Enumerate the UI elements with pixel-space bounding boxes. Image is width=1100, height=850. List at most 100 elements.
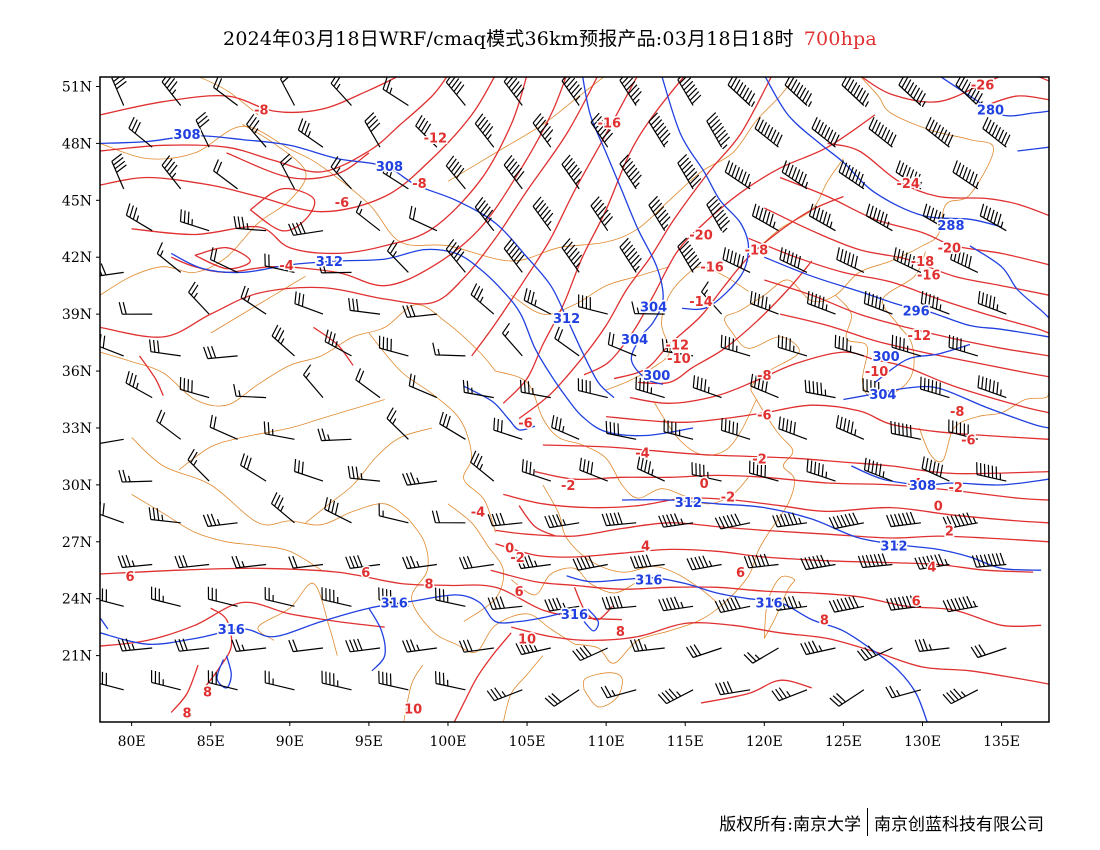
wind-barb: [111, 153, 127, 190]
boundary-line: [131, 437, 409, 526]
wind-barb: [806, 459, 836, 482]
height-contour-label: 312: [316, 255, 343, 270]
wind-barb: [952, 160, 979, 190]
wind-barb: [128, 116, 153, 148]
height-contour-line: [100, 135, 615, 399]
wind-barb: [722, 247, 751, 273]
wind-barb: [202, 513, 238, 527]
wind-barb: [898, 77, 926, 108]
wind-barb: [294, 291, 324, 315]
wind-barb: [213, 77, 238, 106]
height-contour-label: 288: [937, 219, 964, 234]
wind-barb: [378, 503, 409, 524]
wind-barb: [977, 291, 1007, 315]
wind-barb: [487, 512, 523, 527]
wind-barb: [885, 685, 922, 699]
wind-barb: [948, 334, 978, 357]
temperature-contour-line: [985, 95, 1049, 107]
title-main: 2024年03月18日WRF/cmaq模式36km预报产品:03月18日18时: [223, 28, 794, 50]
wind-barb: [578, 294, 608, 315]
axis-tick-labels: 51N 48N 45N 42N 39N 36N 33N 30N 27N 24N 21N 80E 85E 9…: [62, 79, 1020, 750]
lat-tick-label: 24N: [62, 592, 92, 608]
boundary-line: [131, 494, 322, 571]
wind-barb: [772, 512, 808, 528]
wind-barb: [233, 383, 267, 399]
temperature-contour-label: 8: [182, 707, 191, 722]
wind-barb: [264, 670, 295, 691]
lat-tick-label: 30N: [62, 478, 92, 494]
wind-barbs: [100, 77, 1011, 707]
temperature-contour-line: [860, 77, 1049, 103]
wind-barb: [619, 154, 642, 190]
temperature-contour-line: [613, 195, 844, 380]
wind-barb: [402, 639, 437, 653]
wind-barb: [863, 457, 893, 482]
wind-barb: [771, 687, 808, 702]
wind-barb: [125, 370, 153, 399]
lat-tick-label: 51N: [62, 79, 92, 95]
wind-barb: [402, 472, 437, 486]
wind-barb: [701, 281, 723, 315]
wind-barb: [415, 114, 438, 148]
height-contour-line: [969, 245, 1049, 319]
wind-barb: [294, 459, 324, 482]
height-contour-label: 316: [755, 596, 782, 611]
boundary-line: [447, 77, 605, 182]
wind-barb: [577, 378, 608, 399]
wind-barb: [828, 512, 865, 530]
footer-separator: [867, 808, 868, 836]
wind-barb: [724, 160, 752, 190]
wind-barb: [271, 324, 295, 357]
temperature-contour-line: [827, 142, 1049, 217]
temperature-contour-label: -6: [961, 433, 975, 448]
wind-barb: [355, 368, 381, 399]
wind-barb: [378, 670, 409, 691]
wind-barb: [677, 77, 702, 106]
height-contour-label: 308: [376, 160, 403, 175]
temperature-contour-label: -20: [689, 228, 713, 243]
boundary-line: [210, 275, 306, 334]
lat-tick-label: 33N: [62, 421, 92, 437]
temperature-contour-line: [313, 326, 354, 366]
temperature-contour-label: -10: [667, 352, 691, 367]
wind-barb: [288, 639, 324, 653]
temperature-contour-line: [453, 632, 512, 722]
height-contour-label: 312: [675, 496, 702, 511]
wind-barb: [743, 647, 779, 664]
wind-barb: [279, 77, 296, 106]
temperature-contour-line: [202, 607, 233, 691]
wind-barb: [544, 689, 580, 707]
temperature-contour-label: -2: [510, 551, 524, 566]
temperature-contour-label: -4: [635, 447, 649, 462]
wind-barb: [554, 326, 580, 357]
wind-barb: [231, 555, 267, 569]
wind-barb: [714, 596, 751, 613]
wind-barb: [100, 334, 124, 357]
wind-barb: [188, 281, 210, 315]
wind-barb: [100, 501, 124, 524]
wind-barb: [648, 112, 671, 148]
height-contour-label: 312: [553, 312, 580, 327]
wind-barb: [297, 118, 324, 148]
wind-barb: [409, 205, 438, 232]
height-contour-label: 280: [977, 103, 1004, 118]
temperature-contour-label: -24: [896, 177, 920, 192]
footer-credits: 版权所有:南京大学 南京创蓝科技有限公司: [560, 806, 1044, 838]
wind-barb: [317, 260, 352, 274]
wind-barb: [750, 373, 779, 399]
temperature-contour-line: [511, 622, 1049, 685]
wind-barb: [572, 645, 608, 662]
wind-barb: [970, 644, 1007, 659]
temperature-contour-label: 0: [700, 477, 709, 492]
wind-barb: [686, 555, 722, 571]
wind-barb: [117, 554, 153, 569]
wind-barb: [288, 221, 324, 236]
temperature-contour-label: 2: [945, 524, 954, 539]
temperature-contour-line: [170, 664, 199, 713]
temperature-contour-label: 4: [927, 560, 936, 575]
wind-barb: [777, 334, 808, 357]
wind-barb: [706, 112, 731, 150]
wind-barb: [579, 457, 608, 482]
wind-barb: [330, 156, 352, 190]
wind-barb: [532, 113, 554, 148]
